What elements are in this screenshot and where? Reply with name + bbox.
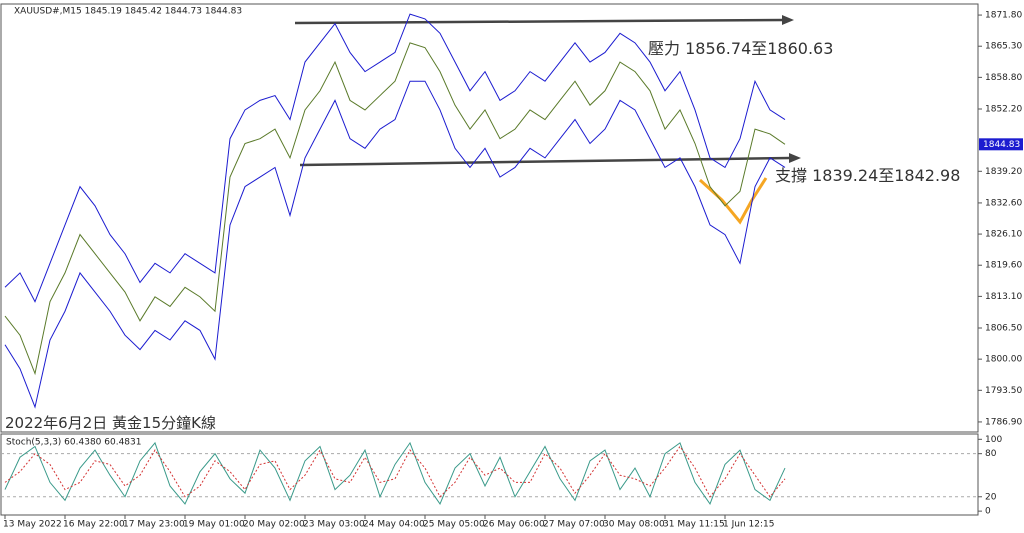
series-line xyxy=(4,445,786,498)
y-tick-label: 100 xyxy=(985,435,1002,445)
annotation: 壓力 1856.74至1860.63 xyxy=(648,39,833,58)
y-tick-label: 1839.20 xyxy=(985,167,1022,177)
y-tick-label: 1871.80 xyxy=(985,11,1022,21)
annotation: 2022年6月2日 黃金15分鐘K線 xyxy=(5,414,216,432)
x-tick-label: 31 May 11:15 xyxy=(663,520,725,530)
y-tick-label: 1819.60 xyxy=(985,261,1022,271)
annotation: 支撐 1839.24至1842.98 xyxy=(775,166,960,185)
x-tick-label: 20 May 02:00 xyxy=(243,520,305,530)
x-tick-label: 16 May 22:00 xyxy=(63,520,125,530)
y-tick-label: 80 xyxy=(985,449,997,459)
stoch-panel xyxy=(0,433,979,516)
x-tick-label: 27 May 07:00 xyxy=(543,520,605,530)
main-panel xyxy=(0,3,979,433)
y-tick-label: 1852.20 xyxy=(985,104,1022,114)
x-tick-label: 23 May 03:00 xyxy=(303,520,365,530)
y-tick-label: 20 xyxy=(985,492,997,502)
x-tick-label: 1 Jun 12:15 xyxy=(723,520,774,530)
x-tick-label: 17 May 23:00 xyxy=(123,520,185,530)
series-line xyxy=(4,80,786,409)
price-label: 1844.83 xyxy=(983,140,1020,150)
stoch-header: Stoch(5,3,3) 60.4380 60.4831 xyxy=(6,438,141,448)
price-box xyxy=(979,138,1023,151)
arrow-head xyxy=(782,15,794,25)
y-tick-label: 0 xyxy=(985,507,991,517)
header: XAUUSD#,M15 1845.19 1845.42 1844.73 1844… xyxy=(14,7,242,17)
series-line xyxy=(4,13,786,303)
y-tick-label: 1858.80 xyxy=(985,73,1022,83)
x-tick-label: 25 May 05:00 xyxy=(423,520,485,530)
arrow-head xyxy=(789,153,801,163)
series-line xyxy=(4,441,786,506)
resistance-line xyxy=(294,18,785,25)
x-tick-label: 24 May 04:00 xyxy=(363,520,425,530)
y-tick-label: 1800.00 xyxy=(985,355,1022,365)
y-tick-label: 1832.60 xyxy=(985,198,1022,208)
support-line xyxy=(299,156,791,167)
x-tick-label: 13 May 2022 xyxy=(3,520,62,530)
y-tick-label: 1826.10 xyxy=(985,230,1022,240)
y-tick-label: 1793.50 xyxy=(985,386,1022,396)
y-tick-label: 1806.50 xyxy=(985,324,1022,334)
y-tick-label: 1865.30 xyxy=(985,42,1022,52)
x-tick-label: 19 May 01:00 xyxy=(183,520,245,530)
y-tick-label: 1786.90 xyxy=(985,417,1022,427)
series-line xyxy=(4,42,786,376)
x-tick-label: 26 May 06:00 xyxy=(483,520,545,530)
x-tick-label: 30 May 08:00 xyxy=(603,520,665,530)
y-tick-label: 1813.10 xyxy=(985,292,1022,302)
